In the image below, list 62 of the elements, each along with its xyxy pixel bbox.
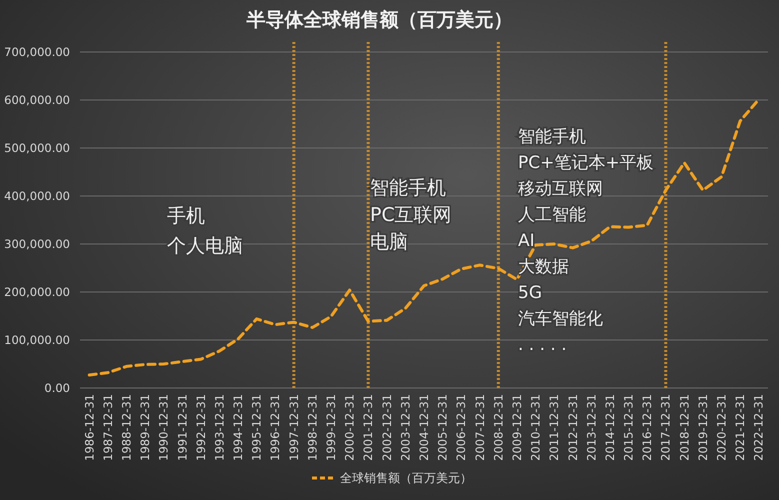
x-tick-label: 2021-12-31 xyxy=(733,394,748,461)
x-tick-label: 2016-12-31 xyxy=(640,394,654,461)
x-tick-label: 2003-12-31 xyxy=(398,394,412,461)
x-tick-label: 1996-12-31 xyxy=(268,394,282,461)
annotation: 个人电脑 xyxy=(167,235,243,257)
x-tick-label: 2020-12-31 xyxy=(714,394,729,461)
annotation: 5G xyxy=(518,283,542,303)
annotation: 电脑 xyxy=(370,231,408,253)
x-tick-label: 2000-12-31 xyxy=(342,394,357,461)
y-tick-label: 700,000.00 xyxy=(4,45,70,59)
x-tick-label: 1994-12-31 xyxy=(231,394,246,461)
annotation: 智能手机 xyxy=(518,127,586,147)
annotation: 移动互联网 xyxy=(518,179,603,199)
x-tick-label: 1991-12-31 xyxy=(175,394,190,461)
x-tick-label: 1988-12-31 xyxy=(119,394,134,461)
x-tick-label: 2002-12-31 xyxy=(380,394,394,461)
x-tick-label: 1997-12-31 xyxy=(286,394,301,461)
annotation: 智能手机 xyxy=(370,177,446,199)
x-tick-label: 1998-12-31 xyxy=(305,394,320,461)
annotation: PC+笔记本+平板 xyxy=(518,153,654,173)
x-tick-label: 2014-12-31 xyxy=(602,394,617,461)
chart-title: 半导体全球销售额（百万美元） xyxy=(246,9,512,31)
y-tick-label: 100,000.00 xyxy=(4,333,70,347)
x-tick-label: 1995-12-31 xyxy=(250,394,264,461)
x-tick-label: 2009-12-31 xyxy=(510,394,524,461)
annotation: 大数据 xyxy=(518,257,569,277)
x-tick-label: 2022-12-31 xyxy=(752,394,766,461)
x-tick-label: 2018-12-31 xyxy=(677,394,692,461)
x-tick-label: 2019-12-31 xyxy=(696,394,710,461)
x-tick-label: 2005-12-31 xyxy=(436,394,450,461)
x-tick-label: 2013-12-31 xyxy=(584,394,598,461)
annotation: AI xyxy=(518,231,535,251)
y-tick-label: 400,000.00 xyxy=(4,189,70,203)
y-tick-label: 300,000.00 xyxy=(4,237,70,251)
x-tick-label: 2004-12-31 xyxy=(417,394,431,461)
y-tick-label: 200,000.00 xyxy=(4,285,70,299)
x-tick-label: 1987-12-31 xyxy=(100,394,115,461)
x-tick-label: 1989-12-31 xyxy=(138,394,152,461)
x-tick-label: 1993-12-31 xyxy=(212,394,226,461)
line-series xyxy=(88,98,760,377)
x-tick-label: 2001-12-31 xyxy=(361,394,376,461)
annotation: 汽车智能化 xyxy=(518,309,603,329)
annotation: 人工智能 xyxy=(518,205,586,225)
annotation: PC互联网 xyxy=(370,204,452,226)
x-tick-label: 2012-12-31 xyxy=(566,394,580,461)
x-tick-label: 2007-12-31 xyxy=(472,394,487,461)
x-tick-label: 2010-12-31 xyxy=(528,394,543,461)
x-tick-label: 1992-12-31 xyxy=(194,394,208,461)
x-tick-label: 2017-12-31 xyxy=(658,394,673,461)
annotation: . . . . . xyxy=(518,335,567,355)
y-tick-label: 600,000.00 xyxy=(4,93,70,107)
x-tick-label: 1999-12-31 xyxy=(324,394,338,461)
y-tick-label: 500,000.00 xyxy=(4,141,70,155)
x-tick-label: 2015-12-31 xyxy=(622,394,636,461)
x-tick-label: 1990-12-31 xyxy=(156,394,171,461)
annotation: 手机 xyxy=(167,205,205,227)
x-tick-label: 2011-12-31 xyxy=(547,394,562,461)
x-tick-label: 1986-12-31 xyxy=(82,394,96,461)
y-tick-label: 0.00 xyxy=(44,381,70,395)
x-tick-label: 2008-12-31 xyxy=(491,394,506,461)
x-tick-label: 2006-12-31 xyxy=(454,394,468,461)
legend-label: 全球销售额（百万美元） xyxy=(340,471,472,485)
